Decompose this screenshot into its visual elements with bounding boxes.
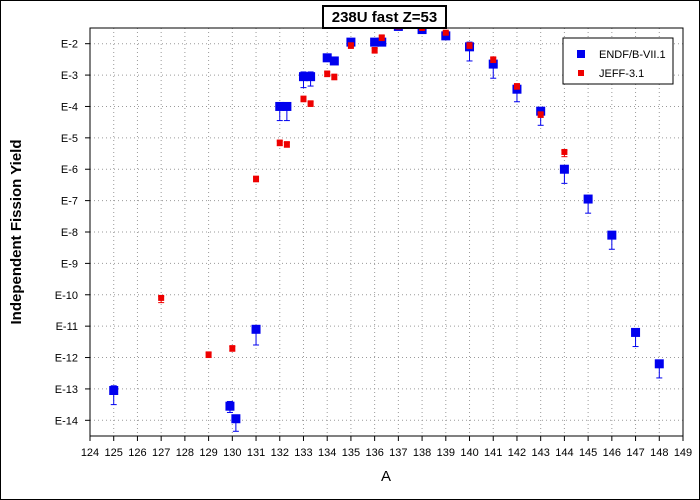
x-tick-label: 141 [484, 447, 502, 459]
data-point [306, 72, 316, 82]
data-point [229, 345, 236, 352]
y-tick-label: E-2 [61, 39, 78, 51]
y-axis-label: Independent Fission Yield [8, 139, 25, 324]
data-point [654, 359, 664, 369]
legend-swatch-endf [577, 50, 585, 58]
data-point [109, 385, 119, 395]
data-point [322, 53, 332, 63]
data-point [253, 175, 260, 182]
data-point [300, 95, 307, 102]
data-point [307, 100, 314, 107]
x-tick-label: 125 [105, 447, 123, 459]
y-tick-label: E-8 [61, 227, 78, 239]
x-tick-label: 129 [199, 447, 217, 459]
x-tick-label: 127 [152, 447, 170, 459]
y-tick-label: E-9 [61, 258, 78, 270]
x-tick-label: 135 [342, 447, 360, 459]
data-point [251, 324, 261, 334]
data-point [324, 70, 331, 77]
data-point [441, 31, 451, 41]
data-point [607, 230, 617, 240]
data-point [513, 83, 520, 90]
legend-label-jeff: JEFF-3.1 [599, 68, 644, 80]
y-tick-label: E-6 [61, 164, 78, 176]
data-point [329, 56, 339, 66]
data-point [275, 101, 285, 111]
data-point [371, 46, 378, 53]
x-tick-label: 136 [365, 447, 383, 459]
data-point [346, 37, 356, 47]
y-tick-label: E-12 [55, 353, 78, 365]
y-tick-label: E-3 [61, 70, 78, 82]
legend-box [562, 37, 674, 85]
data-point [370, 37, 380, 47]
data-point [559, 164, 569, 174]
data-point [490, 56, 497, 63]
data-point [225, 401, 235, 411]
data-point [466, 42, 473, 49]
y-tick-label: E-5 [61, 133, 78, 145]
x-tick-label: 142 [508, 447, 526, 459]
legend-swatch-jeff [578, 70, 584, 76]
data-point [561, 148, 568, 155]
data-point [583, 194, 593, 204]
x-tick-label: 144 [555, 447, 573, 459]
data-point [377, 37, 387, 47]
x-tick-label: 128 [176, 447, 194, 459]
y-tick-label: E-11 [56, 321, 78, 333]
x-tick-label: 145 [579, 447, 597, 459]
x-tick-label: 148 [650, 447, 668, 459]
x-tick-label: 130 [223, 447, 241, 459]
x-tick-label: 124 [81, 447, 99, 459]
x-axis-ticks: 124 125 126 127 128 129 130 131 132 133 134 135 136 1… [81, 436, 692, 459]
x-tick-label: 147 [626, 447, 644, 459]
x-tick-label: 137 [389, 447, 407, 459]
x-axis-label: A [381, 468, 391, 485]
y-tick-label: E-4 [61, 101, 78, 113]
data-point [536, 106, 546, 116]
x-tick-label: 146 [603, 447, 621, 459]
data-point [231, 414, 241, 424]
data-point [283, 141, 290, 148]
data-point [488, 59, 498, 69]
grid-lines [90, 28, 683, 436]
y-tick-label: E-7 [61, 196, 78, 208]
data-point [442, 29, 449, 36]
data-point [347, 42, 354, 49]
data-point [276, 139, 283, 146]
data-point [282, 101, 292, 111]
y-tick-label: E-14 [55, 415, 78, 427]
data-point [331, 73, 338, 80]
x-tick-label: 126 [128, 447, 146, 459]
legend: ENDF/B-VII.1 JEFF-3.1 [562, 37, 674, 85]
data-point [631, 327, 641, 337]
chart-title: 238U fast Z=53 [322, 5, 447, 29]
legend-label-endf: ENDF/B-VII.1 [599, 49, 666, 61]
x-tick-label: 132 [271, 447, 289, 459]
y-axis-ticks: E-2 E-3 E-4 E-5 E-6 E-7 E-8 E-9 E-10 E-11 E-12 E-13… [55, 39, 90, 427]
x-tick-label: 134 [318, 447, 336, 459]
x-tick-label: 149 [674, 447, 692, 459]
data-point [298, 72, 308, 82]
x-tick-label: 140 [460, 447, 478, 459]
x-tick-label: 133 [294, 447, 312, 459]
x-tick-label: 131 [247, 447, 265, 459]
series-jeff [158, 23, 568, 359]
x-tick-label: 139 [437, 447, 455, 459]
x-tick-label: 143 [532, 447, 550, 459]
data-point [158, 294, 165, 301]
data-point [205, 351, 212, 358]
data-point [537, 111, 544, 118]
x-tick-label: 138 [413, 447, 431, 459]
y-tick-label: E-13 [55, 384, 78, 396]
data-point [378, 34, 385, 41]
y-tick-label: E-10 [55, 290, 78, 302]
